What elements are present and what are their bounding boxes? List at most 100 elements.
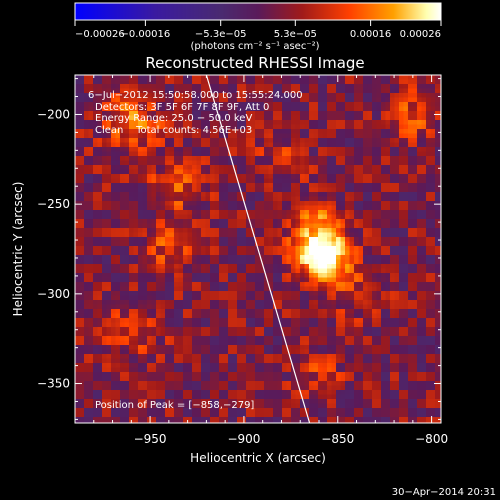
heatmap-cell xyxy=(174,300,179,305)
heatmap-cell xyxy=(430,295,436,301)
heatmap-cell xyxy=(228,210,233,215)
heatmap-cell xyxy=(120,210,125,215)
heatmap-cell xyxy=(138,264,143,269)
heatmap-cell xyxy=(187,264,193,269)
heatmap-cell xyxy=(385,147,391,152)
heatmap-cell xyxy=(318,115,323,121)
heatmap-cell xyxy=(399,259,404,265)
heatmap-cell xyxy=(286,214,292,220)
heatmap-cell xyxy=(250,84,256,89)
heatmap-cell xyxy=(120,75,125,80)
heatmap-cell xyxy=(430,286,436,292)
heatmap-cell xyxy=(151,241,157,247)
heatmap-cell xyxy=(331,187,337,193)
heatmap-cell xyxy=(124,160,130,166)
heatmap-cell xyxy=(219,160,224,166)
heatmap-cell xyxy=(277,93,283,98)
heatmap-cell xyxy=(291,147,296,152)
heatmap-cell xyxy=(322,250,328,256)
heatmap-cell xyxy=(124,115,130,121)
heatmap-cell xyxy=(264,183,269,188)
heatmap-cell xyxy=(417,79,422,85)
heatmap-cell xyxy=(322,79,328,85)
heatmap-cell xyxy=(403,115,409,121)
heatmap-cell xyxy=(214,246,220,251)
heatmap-cell xyxy=(156,196,161,202)
heatmap-cell xyxy=(228,291,233,296)
heatmap-cell xyxy=(318,300,323,305)
heatmap-cell xyxy=(421,277,427,283)
heatmap-cell xyxy=(187,120,193,125)
heatmap-cell xyxy=(340,286,346,292)
heatmap-cell xyxy=(237,196,242,202)
heatmap-cell xyxy=(201,331,206,337)
heatmap-cell xyxy=(219,174,224,179)
heatmap-cell xyxy=(412,291,418,296)
heatmap-cell xyxy=(286,264,292,269)
heatmap-cell xyxy=(412,97,418,103)
heatmap-cell xyxy=(192,142,197,148)
heatmap-cell xyxy=(327,304,332,310)
heatmap-cell xyxy=(111,160,116,166)
heatmap-cell xyxy=(160,160,166,166)
heatmap-cell xyxy=(435,228,440,233)
heatmap-cell xyxy=(219,250,224,256)
heatmap-cell xyxy=(147,322,152,328)
heatmap-cell xyxy=(97,129,103,134)
heatmap-cell xyxy=(304,147,310,152)
heatmap-cell xyxy=(102,345,107,350)
heatmap-cell xyxy=(354,322,359,328)
heatmap-cell xyxy=(399,322,404,328)
heatmap-cell xyxy=(124,309,130,314)
heatmap-cell xyxy=(111,120,116,125)
heatmap-cell xyxy=(102,106,107,112)
heatmap-cell xyxy=(439,340,441,346)
heatmap-cell xyxy=(417,192,422,197)
heatmap-cell xyxy=(345,183,350,188)
heatmap-cell xyxy=(79,277,85,283)
heatmap-cell xyxy=(399,84,404,89)
heatmap-cell xyxy=(183,124,188,130)
heatmap-cell xyxy=(174,196,179,202)
heatmap-cell xyxy=(205,151,211,157)
heatmap-cell xyxy=(381,237,386,242)
heatmap-cell xyxy=(318,102,323,107)
heatmap-cell xyxy=(372,205,377,211)
heatmap-cell xyxy=(174,232,179,238)
heatmap-cell xyxy=(133,340,139,346)
heatmap-cell xyxy=(327,178,332,184)
heatmap-cell xyxy=(174,138,179,143)
heatmap-cell xyxy=(102,178,107,184)
heatmap-cell xyxy=(421,147,427,152)
heatmap-cell xyxy=(201,88,206,94)
heatmap-cell xyxy=(417,210,422,215)
heatmap-cell xyxy=(327,93,332,98)
heatmap-cell xyxy=(300,327,305,332)
heatmap-cell xyxy=(169,75,175,80)
heatmap-cell xyxy=(318,327,323,332)
heatmap-cell xyxy=(412,219,418,224)
heatmap-cell xyxy=(385,232,391,238)
heatmap-cell xyxy=(300,228,305,233)
heatmap-cell xyxy=(115,327,121,332)
heatmap-cell xyxy=(340,210,346,215)
heatmap-cell xyxy=(169,309,175,314)
heatmap-cell xyxy=(219,88,224,94)
heatmap-cell xyxy=(192,111,197,116)
heatmap-cell xyxy=(349,300,355,305)
heatmap-cell xyxy=(435,142,440,148)
heatmap-cell xyxy=(156,246,161,251)
heatmap-cell xyxy=(156,129,161,134)
heatmap-cell xyxy=(156,169,161,175)
heatmap-cell xyxy=(304,79,310,85)
heatmap-cell xyxy=(124,174,130,179)
heatmap-cell xyxy=(223,241,229,247)
heatmap-cell xyxy=(336,255,341,260)
heatmap-cell xyxy=(111,340,116,346)
heatmap-cell xyxy=(381,160,386,166)
heatmap-cell xyxy=(300,192,305,197)
heatmap-cell xyxy=(174,255,179,260)
heatmap-cell xyxy=(295,228,301,233)
heatmap-cell xyxy=(129,331,134,337)
heatmap-cell xyxy=(309,331,314,337)
